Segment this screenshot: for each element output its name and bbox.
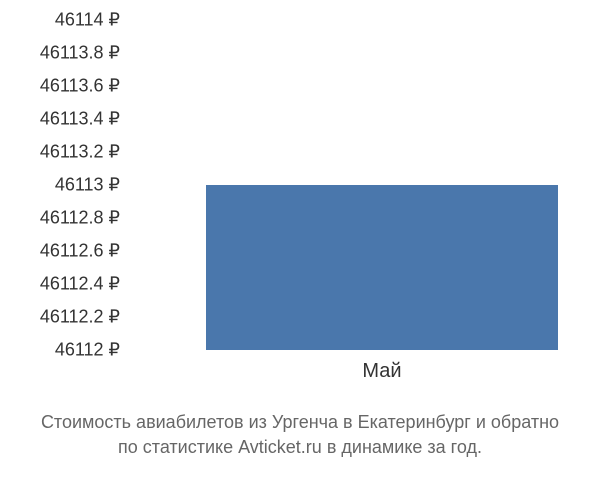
bar (206, 185, 558, 350)
y-tick-label: 46113.6 ₽ (40, 76, 120, 97)
y-tick-label: 46114 ₽ (55, 10, 120, 31)
plot-area (140, 20, 580, 350)
y-tick-label: 46113.8 ₽ (40, 43, 120, 64)
y-tick-label: 46113.4 ₽ (40, 109, 120, 130)
y-tick-label: 46113 ₽ (55, 175, 120, 196)
y-tick-label: 46112.2 ₽ (40, 307, 120, 328)
x-tick-label: Май (352, 360, 412, 383)
caption-line-1: Стоимость авиабилетов из Ургенча в Екате… (41, 412, 559, 432)
y-tick-label: 46112.8 ₽ (40, 208, 120, 229)
y-tick-label: 46113.2 ₽ (40, 142, 120, 163)
y-tick-label: 46112.4 ₽ (40, 274, 120, 295)
y-tick-label: 46112.6 ₽ (40, 241, 120, 262)
caption-line-2: по статистике Avticket.ru в динамике за … (118, 437, 482, 457)
y-tick-label: 46112 ₽ (55, 340, 120, 361)
y-axis: 46114 ₽46113.8 ₽46113.6 ₽46113.4 ₽46113.… (0, 20, 130, 350)
chart-caption: Стоимость авиабилетов из Ургенча в Екате… (0, 410, 600, 460)
price-chart: 46114 ₽46113.8 ₽46113.6 ₽46113.4 ₽46113.… (0, 20, 600, 380)
